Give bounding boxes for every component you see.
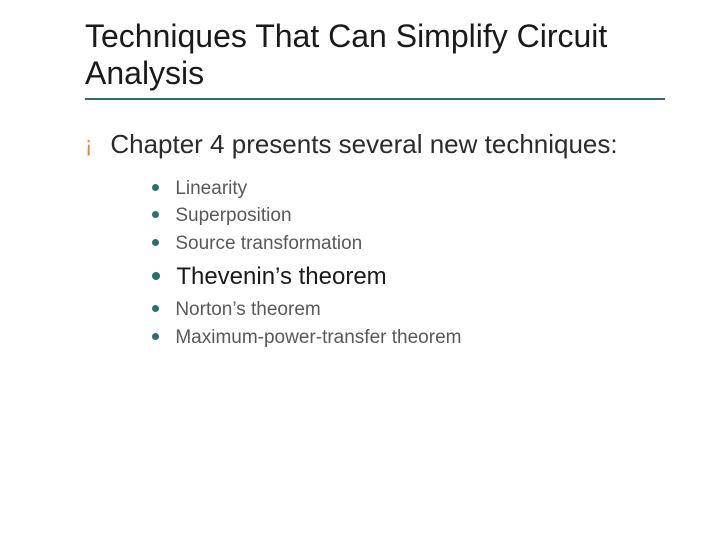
sub-item: Superposition <box>152 202 617 230</box>
slide-title: Techniques That Can Simplify Circuit Ana… <box>85 18 665 100</box>
dot-bullet-icon <box>152 184 159 191</box>
sub-item-text: Source transformation <box>175 230 362 258</box>
dot-bullet-icon <box>152 211 159 218</box>
dot-bullet-icon <box>152 333 159 340</box>
sub-item-text: Superposition <box>175 202 291 230</box>
sub-item: Norton’s theorem <box>152 296 617 324</box>
dot-bullet-icon <box>152 305 159 312</box>
level1-body: Chapter 4 presents several new technique… <box>110 128 617 352</box>
sub-item: Thevenin’s theorem <box>152 260 617 295</box>
dot-bullet-icon <box>152 239 159 246</box>
sub-item-text: Maximum-power-transfer theorem <box>175 324 461 352</box>
slide-container: Techniques That Can Simplify Circuit Ana… <box>0 0 720 351</box>
level1-text: Chapter 4 presents several new technique… <box>110 128 617 161</box>
sub-list: LinearitySuperpositionSource transformat… <box>152 175 617 352</box>
sub-item: Linearity <box>152 175 617 203</box>
sub-item: Maximum-power-transfer theorem <box>152 324 617 352</box>
sub-item: Source transformation <box>152 230 617 258</box>
sub-item-text: Norton’s theorem <box>175 296 320 324</box>
sub-item-text: Linearity <box>175 175 247 203</box>
dot-bullet-icon <box>152 272 160 280</box>
level1-item: ¡ Chapter 4 presents several new techniq… <box>85 128 665 352</box>
hollow-circle-bullet-icon: ¡ <box>85 132 92 157</box>
sub-item-text: Thevenin’s theorem <box>176 260 386 295</box>
